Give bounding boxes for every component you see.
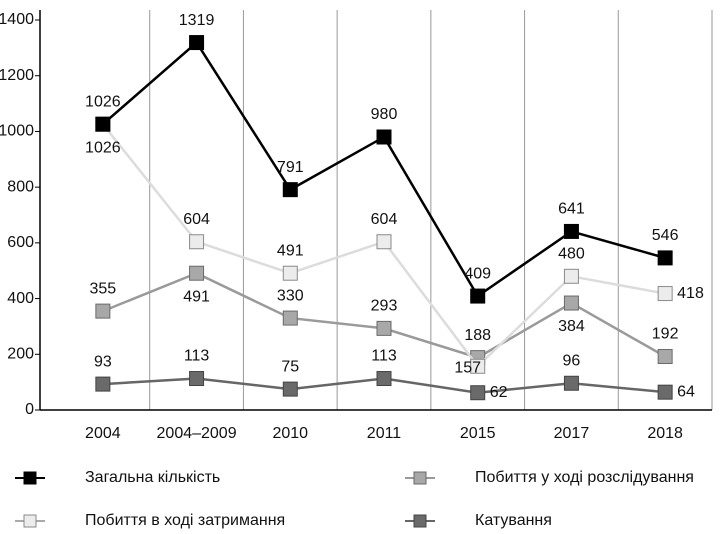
y-tick-label: 400: [7, 290, 34, 307]
marker: [95, 376, 111, 392]
marker: [376, 320, 392, 336]
marker: [189, 371, 205, 387]
data-label: 980: [371, 106, 398, 123]
x-tick-label: 2015: [460, 425, 496, 442]
marker: [282, 265, 298, 281]
data-label: 355: [90, 280, 117, 297]
data-label: 330: [277, 287, 304, 304]
marker: [282, 182, 298, 198]
legend-marker: [23, 471, 37, 485]
y-tick-label: 1200: [0, 67, 34, 84]
marker: [470, 385, 486, 401]
marker: [376, 129, 392, 145]
data-label: 96: [563, 352, 581, 369]
data-label: 791: [277, 159, 304, 176]
x-tick-label: 2004–2009: [157, 425, 237, 442]
marker: [657, 250, 673, 266]
y-tick-label: 1400: [0, 11, 34, 28]
data-label: 157: [454, 359, 481, 376]
x-tick-label: 2004: [85, 425, 121, 442]
marker: [376, 234, 392, 250]
marker: [657, 384, 673, 400]
y-tick-label: 600: [7, 234, 34, 251]
data-label: 293: [371, 298, 398, 315]
data-label: 188: [464, 327, 491, 344]
marker: [470, 288, 486, 304]
data-label: 491: [277, 242, 304, 259]
y-tick-label: 800: [7, 178, 34, 195]
data-label: 62: [490, 384, 508, 401]
marker: [470, 358, 486, 374]
data-label: 113: [184, 348, 210, 365]
y-tick-label: 200: [7, 346, 34, 363]
legend-marker: [413, 514, 427, 528]
marker: [657, 349, 673, 365]
x-tick-label: 2011: [367, 425, 402, 442]
data-label: 641: [558, 201, 585, 218]
legend-marker: [23, 514, 37, 528]
data-label: 409: [464, 265, 491, 282]
x-tick-label: 2018: [647, 425, 683, 442]
data-label: 192: [652, 326, 679, 343]
y-tick-label: 1000: [0, 123, 34, 140]
data-label: 546: [652, 227, 679, 244]
data-label: 75: [281, 358, 299, 375]
data-label: 64: [677, 383, 695, 400]
data-label: 93: [94, 353, 112, 370]
marker: [563, 223, 579, 239]
marker: [563, 295, 579, 311]
marker: [376, 371, 392, 387]
marker: [95, 116, 111, 132]
data-label: 113: [371, 348, 397, 365]
y-tick-label: 0: [25, 401, 34, 418]
legend-label: Катування: [475, 512, 552, 529]
legend-label: Побиття в ході затримання: [85, 512, 285, 529]
marker: [282, 381, 298, 397]
data-label: 480: [558, 246, 585, 263]
data-label: 1026: [85, 139, 121, 156]
data-label: 384: [558, 318, 585, 335]
marker: [657, 286, 673, 302]
legend-marker: [413, 471, 427, 485]
data-label: 604: [371, 211, 398, 228]
x-tick-label: 2010: [272, 425, 308, 442]
marker: [189, 35, 205, 51]
marker: [563, 268, 579, 284]
x-tick-label: 2017: [554, 425, 590, 442]
marker: [563, 375, 579, 391]
marker: [189, 265, 205, 281]
legend-label: Загальна кількість: [85, 469, 220, 486]
marker: [95, 303, 111, 319]
data-label: 491: [183, 288, 210, 305]
data-label: 1319: [179, 12, 215, 29]
legend-label: Побиття у ході розслідування: [475, 469, 694, 486]
series-line: [102, 271, 666, 359]
marker: [282, 310, 298, 326]
data-label: 418: [677, 285, 704, 302]
data-label: 1026: [85, 93, 121, 110]
marker: [189, 234, 205, 250]
data-label: 604: [183, 211, 210, 228]
